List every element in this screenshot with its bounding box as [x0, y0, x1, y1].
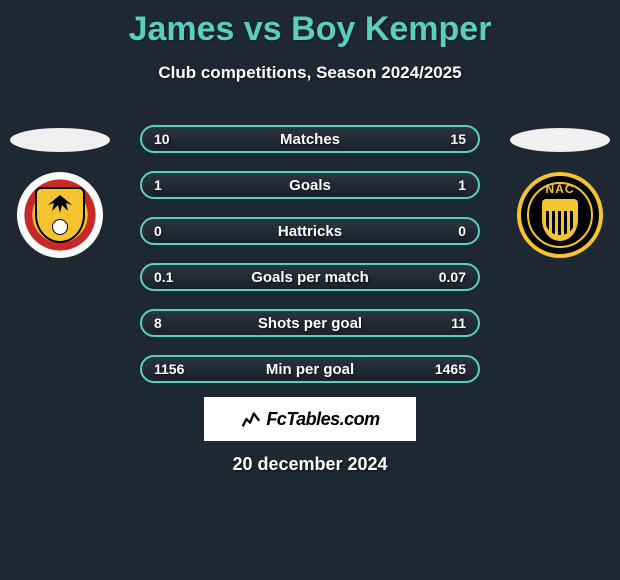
- stat-row: 8Shots per goal11: [140, 309, 480, 337]
- stat-row: 10Matches15: [140, 125, 480, 153]
- club-left-logo: [17, 172, 103, 258]
- stat-left-value: 0.1: [154, 269, 173, 285]
- branding-box[interactable]: FcTables.com: [204, 397, 416, 441]
- fctables-icon: [240, 408, 262, 430]
- stat-left-value: 1: [154, 177, 162, 193]
- stat-right-value: 1: [458, 177, 466, 193]
- stat-left-value: 0: [154, 223, 162, 239]
- stat-right-value: 0.07: [439, 269, 466, 285]
- page-title: James vs Boy Kemper: [0, 0, 620, 49]
- club-right-name: NAC: [546, 182, 575, 196]
- player-left-avatar-placeholder: [10, 128, 110, 152]
- club-right-logo: NAC: [517, 172, 603, 258]
- player-right-avatar-placeholder: [510, 128, 610, 152]
- stat-right-value: 0: [458, 223, 466, 239]
- stat-label: Matches: [142, 131, 478, 148]
- stat-right-value: 11: [451, 315, 466, 331]
- club-right-shield: [542, 199, 578, 241]
- stat-left-value: 10: [154, 131, 170, 147]
- club-left-shield: [35, 187, 85, 243]
- stats-container: 10Matches151Goals10Hattricks00.1Goals pe…: [140, 125, 480, 401]
- stat-row: 0Hattricks0: [140, 217, 480, 245]
- soccer-ball-icon: [52, 219, 68, 235]
- subtitle: Club competitions, Season 2024/2025: [0, 63, 620, 83]
- stat-label: Hattricks: [142, 223, 478, 240]
- player-right-column: NAC: [510, 128, 610, 258]
- stat-label: Shots per goal: [142, 315, 478, 332]
- club-right-inner: NAC: [527, 182, 593, 248]
- stat-left-value: 1156: [154, 361, 184, 377]
- player-left-column: [10, 128, 110, 258]
- stat-label: Goals per match: [142, 269, 478, 286]
- stat-label: Goals: [142, 177, 478, 194]
- branding-text: FcTables.com: [266, 409, 379, 430]
- stat-row: 0.1Goals per match0.07: [140, 263, 480, 291]
- eagle-icon: [42, 193, 78, 217]
- stat-row: 1Goals1: [140, 171, 480, 199]
- club-right-stripes: [546, 211, 574, 235]
- stat-row: 1156Min per goal1465: [140, 355, 480, 383]
- stat-right-value: 15: [450, 131, 466, 147]
- stat-right-value: 1465: [435, 361, 466, 377]
- stat-label: Min per goal: [142, 361, 478, 378]
- date-text: 20 december 2024: [0, 454, 620, 475]
- stat-left-value: 8: [154, 315, 162, 331]
